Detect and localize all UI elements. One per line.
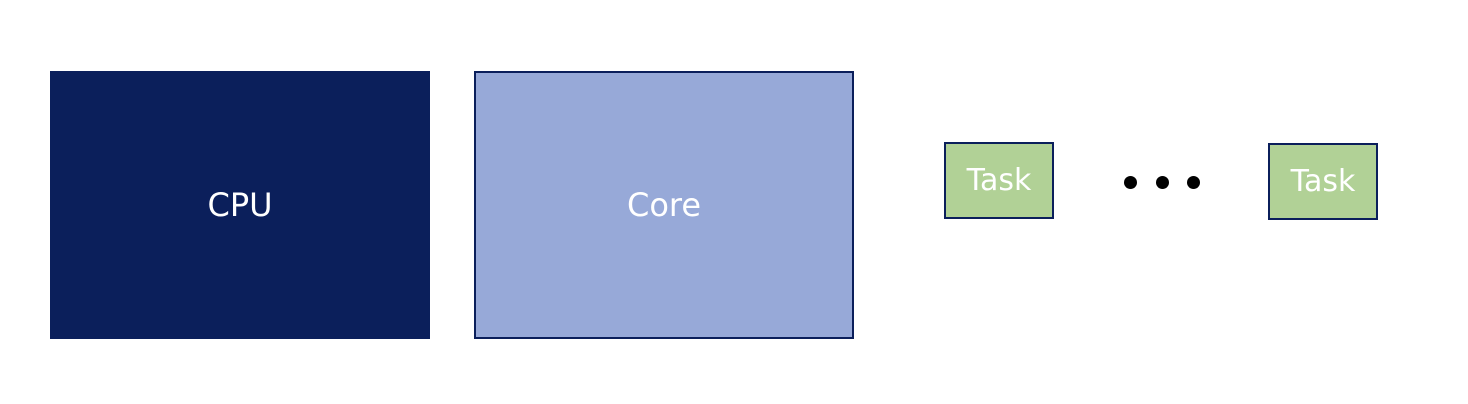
dot-icon [1155, 175, 1169, 189]
core-block: Core [474, 71, 854, 339]
core-label: Core [626, 186, 702, 224]
task-label-1: Task [966, 163, 1032, 198]
task-block-1: Task [944, 142, 1054, 219]
cpu-label: CPU [207, 186, 273, 224]
task-block-2: Task [1268, 143, 1378, 220]
dot-icon [1187, 175, 1200, 189]
task-label-2: Task [1290, 164, 1356, 199]
dot-icon [1124, 175, 1137, 189]
ellipsis-icon [1124, 174, 1200, 190]
cpu-block: CPU [50, 71, 430, 339]
